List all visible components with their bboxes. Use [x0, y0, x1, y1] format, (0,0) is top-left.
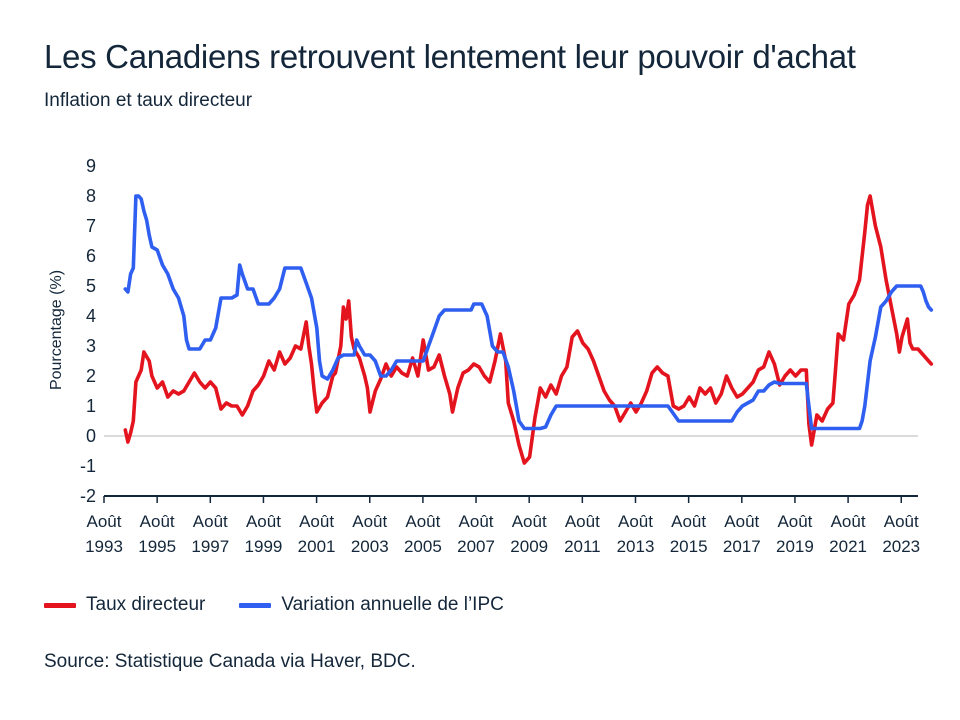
x-tick-label-month: Août	[618, 512, 653, 531]
y-tick-label: 8	[86, 186, 96, 206]
x-tick-label-month: Août	[140, 512, 175, 531]
y-tick-label: 0	[86, 426, 96, 446]
x-tick-label-month: Août	[724, 512, 759, 531]
x-tick-label-month: Août	[831, 512, 866, 531]
source-note: Source: Statistique Canada via Haver, BD…	[44, 651, 416, 672]
x-tick-label-month: Août	[87, 512, 122, 531]
x-tick-label-month: Août	[777, 512, 812, 531]
x-tick-label-month: Août	[565, 512, 600, 531]
x-tick-label-year: 2015	[670, 537, 708, 556]
y-tick-label: 6	[86, 246, 96, 266]
y-tick-label: 2	[86, 366, 96, 386]
x-tick-label-year: 1995	[138, 537, 176, 556]
series-line-ipc	[123, 194, 934, 431]
legend-item-ipc: Variation annuelle de l’IPC	[239, 594, 504, 616]
x-tick-label-month: Août	[459, 512, 494, 531]
x-tick-label-year: 1999	[245, 537, 283, 556]
x-tick-label-month: Août	[246, 512, 281, 531]
x-tick-label-year: 1993	[85, 537, 123, 556]
x-tick-label-year: 1997	[191, 537, 229, 556]
x-tick-label-month: Août	[352, 512, 387, 531]
legend-swatch-red	[44, 602, 76, 608]
y-tick-label: 1	[86, 396, 96, 416]
y-tick-label: 7	[86, 216, 96, 236]
x-tick-label-month: Août	[884, 512, 919, 531]
x-tick-label-year: 2005	[404, 537, 442, 556]
series-layer	[123, 194, 934, 465]
legend-item-taux-directeur: Taux directeur	[44, 594, 205, 616]
y-tick-label: 4	[86, 306, 96, 326]
y-axis-label: Pourcentage (%)	[48, 270, 65, 390]
y-tick-label: -1	[80, 456, 96, 476]
x-tick-label-year: 2017	[723, 537, 761, 556]
x-tick-label-year: 2019	[776, 537, 814, 556]
x-tick-label-year: 2009	[510, 537, 548, 556]
y-tick-label: 3	[86, 336, 96, 356]
chart-title: Les Canadiens retrouvent lentement leur …	[44, 38, 856, 75]
x-tick-label-month: Août	[671, 512, 706, 531]
x-tick-label-year: 2021	[829, 537, 867, 556]
x-tick-label-month: Août	[405, 512, 440, 531]
y-tick-label: -2	[80, 486, 96, 506]
x-tick-label-year: 2023	[882, 537, 920, 556]
y-tick-label: 9	[86, 156, 96, 176]
x-tick-label-year: 2013	[617, 537, 655, 556]
x-tick-label-month: Août	[299, 512, 334, 531]
series-line-taux-directeur	[123, 194, 934, 465]
x-axis: Août 1993 Août 1995 Août 1997 Août 1999 Août 2001…	[85, 495, 920, 556]
x-tick-label-year: 2011	[564, 537, 601, 556]
legend: Taux directeur Variation annuelle de l’I…	[44, 594, 538, 616]
legend-swatch-blue	[239, 602, 272, 608]
x-tick-label-month: Août	[512, 512, 547, 531]
chart-subtitle: Inflation et taux directeur	[44, 90, 253, 111]
legend-label-ipc: Variation annuelle de l’IPC	[281, 594, 504, 615]
legend-label-taux-directeur: Taux directeur	[86, 594, 206, 615]
x-tick-label-month: Août	[193, 512, 228, 531]
y-axis: -2 -1 0 1 2 3 4 5 6 7 8 9	[80, 156, 918, 506]
x-tick-label-year: 2001	[298, 537, 336, 556]
x-tick-label-year: 2007	[457, 537, 495, 556]
x-tick-label-year: 2003	[351, 537, 389, 556]
y-tick-label: 5	[86, 276, 96, 296]
